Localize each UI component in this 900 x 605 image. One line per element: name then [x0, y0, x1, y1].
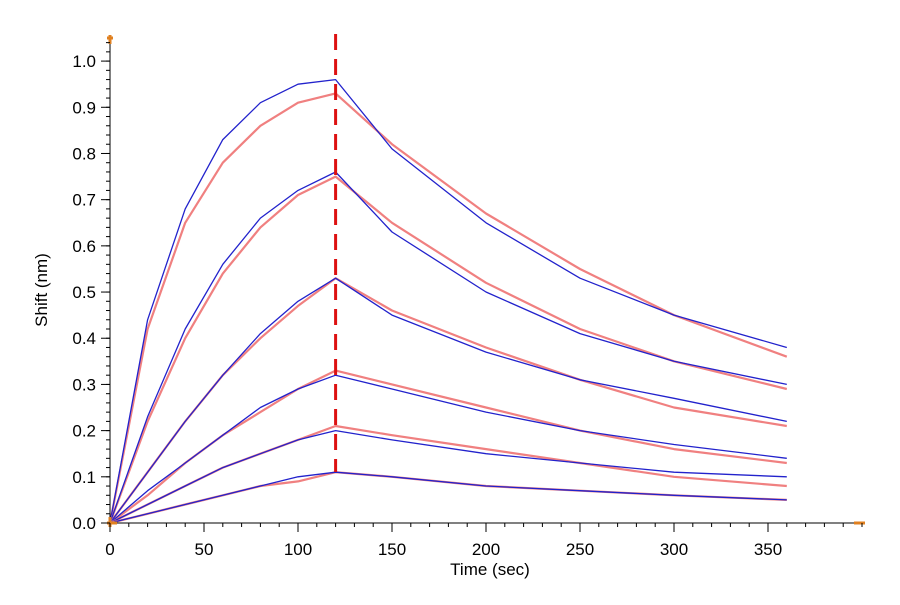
raw-curve-6: [109, 471, 787, 524]
fit-curve-5: [109, 424, 787, 524]
series-layer: [108, 78, 788, 525]
x-tick-label: 0: [105, 540, 114, 559]
x-tick-label: 200: [472, 540, 500, 559]
x-tick-label: 250: [566, 540, 594, 559]
y-tick-label: 0.3: [72, 375, 96, 394]
x-tick-label: 300: [660, 540, 688, 559]
y-tick-label: 1.0: [72, 52, 96, 71]
x-tick-label: 150: [378, 540, 406, 559]
y-tick-label: 0.7: [72, 191, 96, 210]
y-tick-label: 0.9: [72, 98, 96, 117]
raw-curve-2: [109, 171, 787, 524]
fit-curve-2: [108, 175, 788, 524]
y-tick-label: 0.2: [72, 422, 96, 441]
x-tick-label: 350: [754, 540, 782, 559]
x-tick-label: 50: [195, 540, 214, 559]
y-axis-title: Shift (nm): [32, 253, 51, 327]
raw-curve-5: [109, 429, 787, 524]
raw-curve-4: [109, 374, 787, 524]
y-tick-label: 0.6: [72, 237, 96, 256]
y-tick-label: 0.5: [72, 283, 96, 302]
fit-curve-1: [108, 92, 788, 524]
raw-curve-3: [109, 277, 787, 524]
y-tick-label: 0.1: [72, 468, 96, 487]
axes-layer: 0 50 100 150 200 250 300 350 0.0 0.1 0.2 0.3 0.4 0.5 0…: [72, 35, 865, 559]
y-tick-label: 0.4: [72, 329, 96, 348]
y-tick-label: 0.0: [72, 514, 96, 533]
fit-curve-4: [109, 369, 787, 524]
x-axis-title: Time (sec): [450, 560, 530, 579]
x-tick-label: 100: [284, 540, 312, 559]
y-tick-label: 0.8: [72, 144, 96, 163]
raw-curve-1: [109, 78, 787, 524]
